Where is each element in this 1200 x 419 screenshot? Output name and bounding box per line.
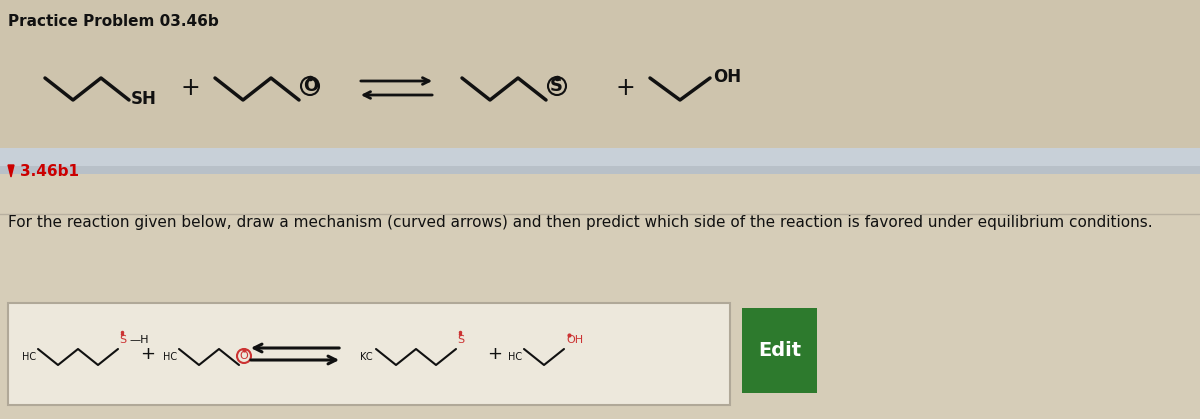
Text: +: + <box>140 345 156 363</box>
Text: HC: HC <box>163 352 178 362</box>
Text: HC: HC <box>508 352 522 362</box>
Text: O: O <box>240 351 248 361</box>
Text: OH: OH <box>713 68 742 86</box>
Bar <box>742 308 817 393</box>
Text: S: S <box>119 335 126 345</box>
Text: +: + <box>616 76 635 100</box>
Text: O: O <box>302 77 318 95</box>
Bar <box>0 148 1200 166</box>
Text: Edit: Edit <box>758 341 802 360</box>
Text: —H: —H <box>130 335 149 345</box>
Polygon shape <box>8 165 14 177</box>
Bar <box>0 166 1200 174</box>
Text: Practice Problem 03.46b: Practice Problem 03.46b <box>8 14 218 29</box>
Text: For the reaction given below, draw a mechanism (curved arrows) and then predict : For the reaction given below, draw a mec… <box>8 215 1153 230</box>
Bar <box>8 303 730 405</box>
Text: 3.46b1: 3.46b1 <box>20 163 79 178</box>
Text: +: + <box>487 345 503 363</box>
Text: S: S <box>550 77 563 95</box>
Text: +: + <box>180 76 200 100</box>
Bar <box>0 0 1200 148</box>
Text: OH: OH <box>566 335 583 345</box>
Text: S: S <box>457 335 464 345</box>
Text: SH: SH <box>131 90 157 108</box>
Text: HC: HC <box>22 352 36 362</box>
Bar <box>0 174 1200 214</box>
Text: KC: KC <box>360 352 373 362</box>
